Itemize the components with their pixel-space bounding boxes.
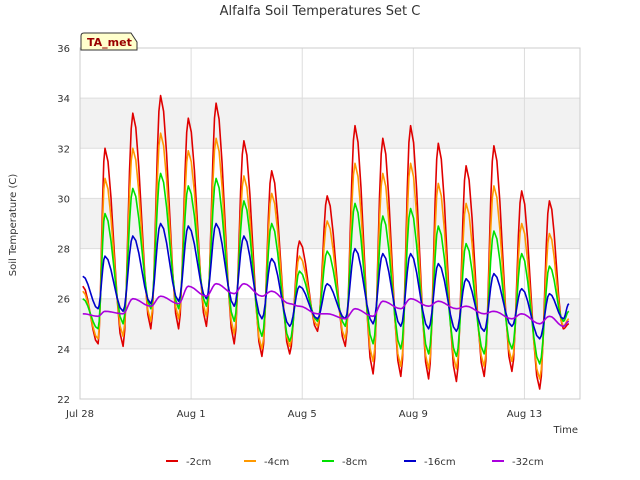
chart-title: Alfalfa Soil Temperatures Set C [220,4,421,19]
x-tick-label: Aug 5 [288,409,317,420]
y-tick-label: 30 [57,194,70,205]
legend-item-minus-2cm: -2cm [166,457,211,468]
y-tick-label: 36 [57,44,70,55]
y-tick-label: 34 [57,94,70,105]
series-line-minus-16cm [82,222,570,340]
y-axis-label: Soil Temperature (C) [8,174,19,277]
y-tick-label: 22 [57,395,70,406]
legend-item-minus-16cm: -16cm [404,457,456,468]
y-tick-label: 26 [57,295,70,306]
legend: -2cm -4cm -8cm -16cm -32cm [166,457,544,468]
series-line-minus-32cm [82,282,570,328]
series-line-minus-8cm [82,172,570,365]
background-band-2 [80,98,580,149]
series-line-minus-2cm [82,94,570,390]
series-line-minus-4cm [82,132,570,380]
background-band-0 [80,298,580,349]
ta-met-annotation: TA_met [80,32,138,51]
y-tick-label: 24 [57,345,70,356]
x-axis-label: Time [553,425,578,436]
legend-label: -32cm [512,457,544,468]
series-lines [82,94,570,390]
legend-label: -2cm [186,457,211,468]
x-tick-label: Aug 1 [177,409,206,420]
x-tick-label: Aug 9 [399,409,428,420]
y-axis-ticks: 22 24 26 28 30 32 34 36 [57,44,70,406]
legend-item-minus-32cm: -32cm [492,457,544,468]
y-tick-label: 32 [57,144,70,155]
y-tick-label: 28 [57,245,70,256]
x-tick-label: Aug 13 [507,409,542,420]
legend-label: -8cm [342,457,367,468]
legend-label: -4cm [264,457,289,468]
ta-met-label: TA_met [87,36,132,49]
legend-item-minus-8cm: -8cm [322,457,367,468]
x-tick-label: Jul 28 [65,409,94,420]
legend-item-minus-4cm: -4cm [244,457,289,468]
legend-label: -16cm [424,457,456,468]
x-axis-ticks: Jul 28 Aug 1 Aug 5 Aug 9 Aug 13 [65,409,542,420]
plot-area-frame [79,47,581,400]
